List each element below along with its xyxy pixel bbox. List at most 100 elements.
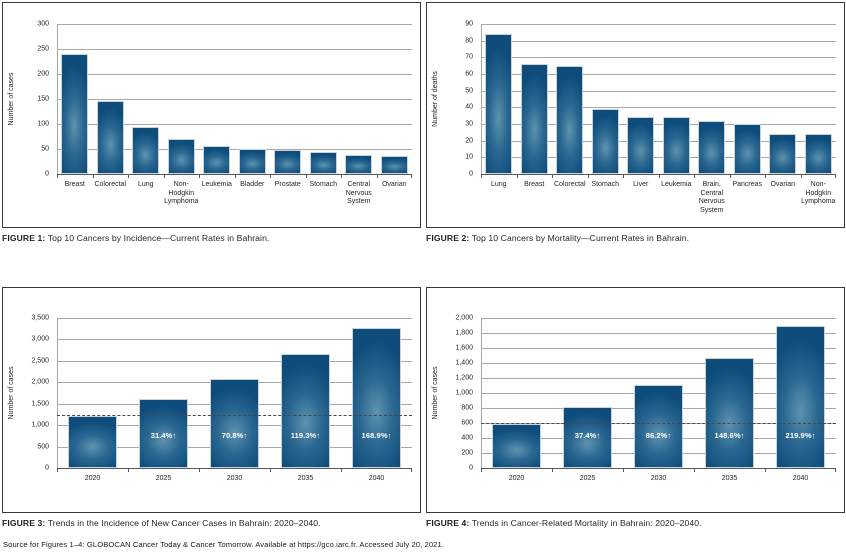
x-category-label: Pancreas	[732, 181, 763, 188]
reference-dashed-line	[57, 414, 412, 416]
y-tick-label: 80	[465, 37, 473, 45]
x-axis-tick	[57, 468, 58, 472]
bar	[96, 101, 124, 174]
gridline	[57, 24, 412, 25]
x-axis-tick	[199, 468, 200, 472]
x-category-label: 2025	[579, 475, 596, 482]
x-axis-tick	[305, 174, 307, 178]
bar	[380, 156, 408, 174]
x-category-label: Stomach	[309, 181, 338, 188]
x-category-label: Leukemia	[201, 181, 232, 188]
y-tick-label: 3,500	[31, 314, 49, 322]
x-category-label: Stomach	[591, 181, 620, 188]
gridline	[481, 90, 836, 92]
y-axis-line	[57, 24, 58, 174]
bar	[209, 378, 260, 468]
gridline	[481, 363, 836, 364]
gridline	[481, 124, 836, 125]
gridline	[481, 140, 836, 142]
x-axis-tick	[694, 468, 695, 472]
y-tick-label: 50	[465, 87, 473, 95]
x-axis-tick	[270, 468, 271, 472]
y-tick-label: 1,000	[455, 389, 473, 397]
bar	[775, 325, 826, 468]
y-axis-line	[481, 24, 482, 174]
bar	[698, 120, 726, 174]
gridline	[57, 318, 412, 319]
figure-3-label: FIGURE 3:	[2, 518, 46, 528]
x-category-label: Leukemia	[661, 181, 692, 188]
x-category-label: Bladder	[240, 181, 265, 188]
plot-area	[481, 24, 836, 178]
x-axis-tick	[623, 174, 624, 178]
x-category-label: Ovarian	[770, 181, 795, 188]
x-axis-tick	[163, 174, 165, 178]
bar	[351, 327, 402, 468]
gridline	[57, 339, 412, 341]
y-tick-label: 800	[461, 404, 473, 412]
y-tick-label: 1,000	[31, 421, 49, 429]
bar	[132, 126, 160, 174]
y-tick-label: 1,600	[455, 344, 473, 352]
x-axis-tick	[552, 174, 553, 178]
figure-1-caption: FIGURE 1: Top 10 Cancers by Incidence—Cu…	[2, 233, 421, 243]
y-tick-label: 30	[465, 120, 473, 128]
figure-4-caption-text: Trends in Cancer-Related Mortality in Ba…	[471, 518, 702, 528]
x-axis-tick	[341, 468, 342, 472]
x-axis-tick	[234, 174, 236, 178]
y-tick-label: 150	[37, 95, 49, 103]
figure-4-panel: Number of cases 37.4%↑ 86.2%↑ 148.6%↑ 219.9%…	[426, 287, 845, 528]
x-category-label: 2035	[297, 475, 314, 482]
bar	[309, 152, 337, 174]
bar	[485, 34, 513, 174]
x-category-label: Prostate	[274, 181, 301, 188]
y-tick-label: 600	[461, 419, 473, 427]
x-axis-tick	[481, 468, 482, 472]
y-tick-label: 60	[465, 70, 473, 78]
x-axis-tick	[128, 468, 129, 472]
bar	[769, 134, 797, 174]
bar-percent-label: 168.9%↑	[361, 431, 392, 440]
y-tick-label: 200	[37, 70, 49, 78]
gridline	[481, 157, 836, 159]
y-tick-label: 400	[461, 434, 473, 442]
figure-2-caption: FIGURE 2: Top 10 Cancers by Mortality—Cu…	[426, 233, 845, 243]
x-axis-tick	[729, 174, 731, 178]
figure-2-label: FIGURE 2:	[426, 233, 470, 243]
figure-3-caption-text: Trends in the Incidence of New Cancer Ca…	[47, 518, 321, 528]
figure-1-label: FIGURE 1:	[2, 233, 46, 243]
source-note: Source for Figures 1–4: GLOBOCAN Cancer …	[3, 540, 445, 549]
bar-percent-label: 86.2%↑	[645, 431, 672, 440]
bar-percent-label: 31.4%↑	[150, 431, 177, 440]
x-axis-tick	[516, 174, 518, 178]
y-tick-label: 200	[461, 449, 473, 457]
bar	[491, 423, 542, 468]
x-category-label: Lung	[490, 181, 507, 188]
x-category-label: Breast	[524, 181, 545, 188]
x-axis-tick	[481, 174, 482, 178]
bar-percent-label: 37.4%↑	[574, 431, 601, 440]
bar	[733, 124, 761, 174]
x-axis-tick	[587, 174, 589, 178]
gridline	[481, 318, 836, 319]
bar-percent-label: 70.8%↑	[221, 431, 248, 440]
plot-area	[57, 24, 412, 178]
x-category-label: Colorectal	[553, 181, 586, 188]
x-axis-tick	[341, 174, 342, 178]
x-category-label: 2020	[508, 475, 525, 482]
x-category-label: 2030	[226, 475, 243, 482]
bar	[662, 117, 690, 174]
gridline	[481, 348, 836, 349]
y-tick-label: 0	[45, 464, 49, 472]
y-tick-label: 250	[37, 45, 49, 53]
y-tick-label: 3,000	[31, 335, 49, 343]
y-tick-label: 20	[465, 137, 473, 145]
y-tick-label: 1,200	[455, 374, 473, 382]
y-tick-label: 70	[465, 53, 473, 61]
gridline	[481, 74, 836, 75]
bar-percent-label: 219.9%↑	[785, 431, 816, 440]
figure-1-caption-text: Top 10 Cancers by Incidence—Current Rate…	[47, 233, 270, 243]
x-category-label: Central Nervous System	[345, 181, 372, 206]
reference-dashed-line	[481, 422, 836, 424]
